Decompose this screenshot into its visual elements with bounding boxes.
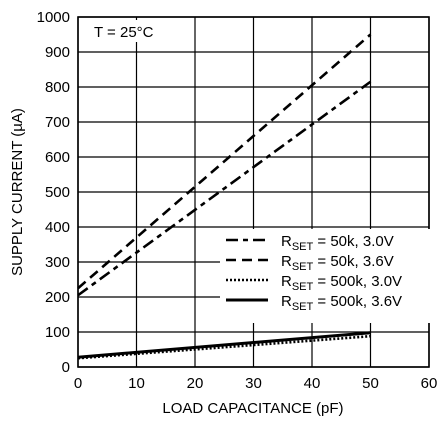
x-tick-labels: 0 10 20 30 40 50 60 — [74, 375, 438, 392]
y-axis-title: SUPPLY CURRENT (µA) — [9, 108, 26, 276]
plot-frame — [77, 16, 430, 368]
legend-label: RSET = 500k, 3.0V — [281, 273, 402, 293]
series-line-dashed — [77, 33, 372, 290]
y-tick-label: 900 — [45, 44, 70, 61]
x-tick-label: 60 — [421, 375, 438, 392]
y-tick-label: 400 — [45, 219, 70, 236]
temperature-annotation: T = 25°C — [94, 24, 154, 41]
y-tick-label: 300 — [45, 254, 70, 271]
x-tick-label: 30 — [245, 375, 262, 392]
x-tick-label: 0 — [74, 375, 82, 392]
x-tick-label: 20 — [187, 375, 204, 392]
legend-background — [220, 229, 430, 323]
legend-label: RSET = 50k, 3.0V — [281, 233, 394, 253]
series-line-dash-dot — [77, 80, 372, 297]
x-tick-label: 10 — [128, 375, 145, 392]
legend-label: RSET = 50k, 3.6V — [281, 253, 394, 273]
y-tick-label: 1000 — [37, 9, 70, 26]
y-tick-label: 200 — [45, 289, 70, 306]
y-tick-label: 500 — [45, 184, 70, 201]
y-tick-label: 100 — [45, 324, 70, 341]
x-tick-label: 50 — [362, 375, 379, 392]
annotation-background — [86, 20, 166, 42]
y-tick-label: 800 — [45, 79, 70, 96]
y-tick-label: 700 — [45, 114, 70, 131]
y-tick-label: 600 — [45, 149, 70, 166]
x-axis-title: LOAD CAPACITANCE (pF) — [162, 400, 343, 417]
series-layer — [77, 33, 372, 360]
x-tick-label: 40 — [304, 375, 321, 392]
legend-label: RSET = 500k, 3.6V — [281, 293, 402, 313]
y-tick-labels: 0 100 200 300 400 500 600 700 800 900 1000 — [37, 9, 70, 376]
series-line-solid — [77, 331, 371, 359]
y-tick-label: 0 — [62, 359, 70, 376]
